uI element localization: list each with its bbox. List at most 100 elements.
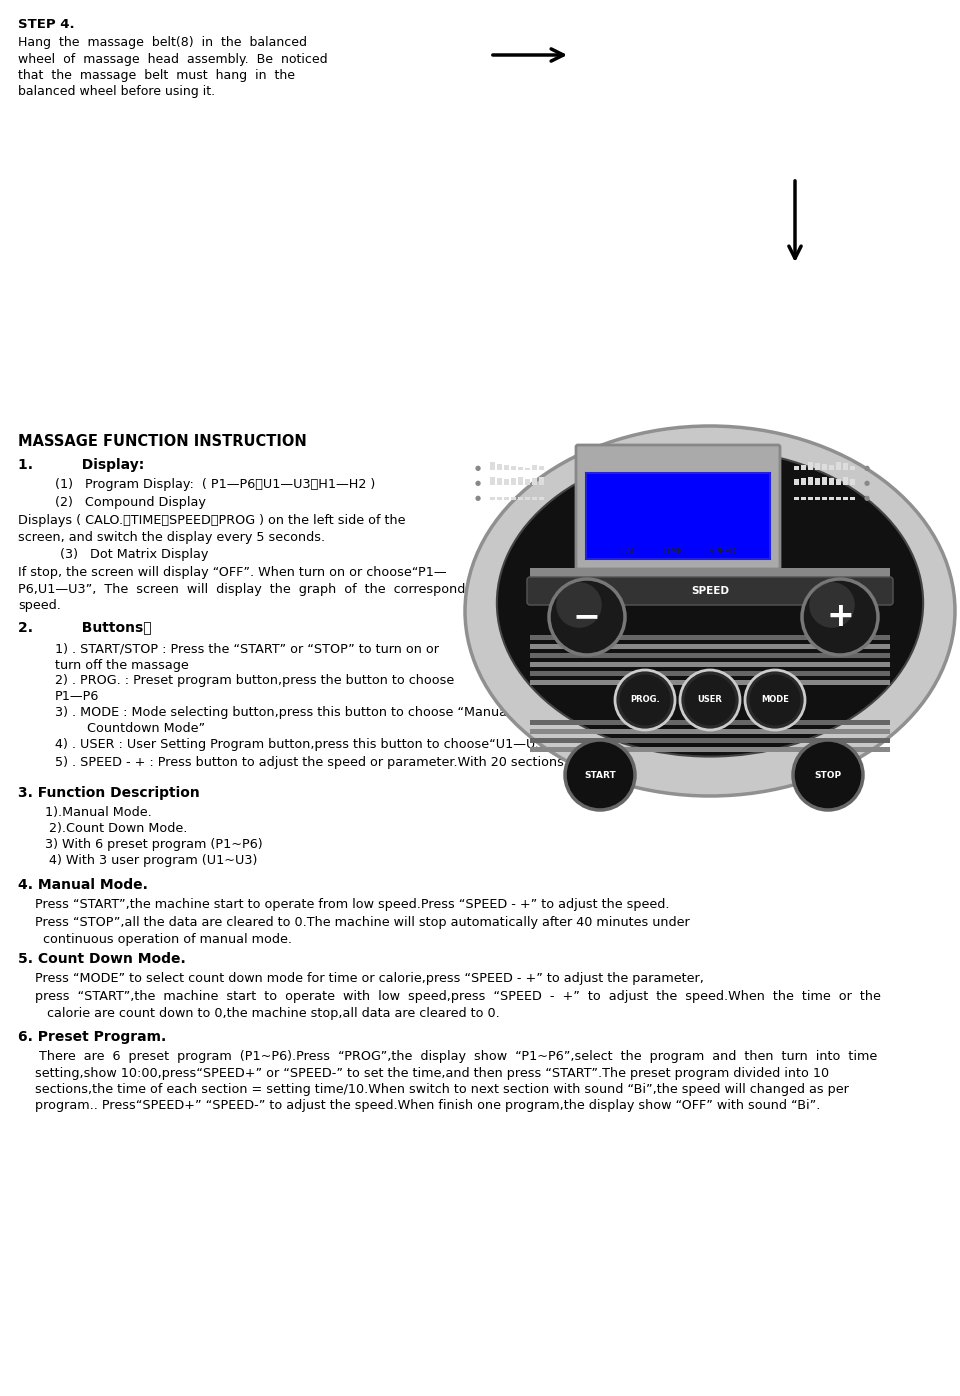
Bar: [497, 477, 502, 484]
Bar: [808, 497, 813, 500]
Bar: [801, 497, 806, 500]
Text: STEP 4.: STEP 4.: [18, 18, 75, 31]
Text: Press “MODE” to select count down mode for time or calorie,press “SPEED - +” to : Press “MODE” to select count down mode f…: [35, 972, 704, 986]
Bar: [511, 466, 516, 470]
Text: (3)   Dot Matrix Display: (3) Dot Matrix Display: [60, 549, 208, 561]
Bar: [530, 738, 890, 743]
FancyBboxPatch shape: [576, 445, 780, 570]
Bar: [829, 477, 834, 484]
Ellipse shape: [465, 426, 955, 796]
Bar: [815, 497, 820, 500]
Text: 1.          Display:: 1. Display:: [18, 458, 144, 472]
Bar: [801, 465, 806, 470]
Text: CAL          TIME          SPEED: CAL TIME SPEED: [620, 546, 736, 556]
Bar: [829, 497, 834, 500]
Circle shape: [802, 579, 878, 655]
Circle shape: [793, 740, 863, 810]
FancyBboxPatch shape: [586, 473, 770, 558]
Bar: [490, 497, 495, 500]
Bar: [511, 477, 516, 484]
Text: 6. Preset Program.: 6. Preset Program.: [18, 1030, 166, 1044]
FancyBboxPatch shape: [530, 568, 890, 579]
Text: If stop, the screen will display “OFF”. When turn on or choose“P1—
P6,U1—U3”,  T: If stop, the screen will display “OFF”. …: [18, 565, 485, 611]
Text: There  are  6  preset  program  (P1~P6).Press  “PROG”,the  display  show  “P1~P6: There are 6 preset program (P1~P6).Press…: [35, 1050, 877, 1113]
Text: ●: ●: [864, 480, 870, 486]
Text: ●: ●: [475, 496, 481, 501]
Bar: [850, 479, 855, 484]
Bar: [497, 463, 502, 470]
Bar: [525, 497, 530, 500]
Text: 4) With 3 user program (U1~U3): 4) With 3 user program (U1~U3): [45, 854, 257, 867]
Bar: [843, 463, 848, 470]
Bar: [539, 477, 544, 484]
Circle shape: [809, 582, 854, 628]
Bar: [801, 477, 806, 484]
Bar: [530, 729, 890, 734]
Bar: [539, 497, 544, 500]
Text: (1)   Program Display:  ( P1—P6、U1—U3、H1—H2 ): (1) Program Display: ( P1—P6、U1—U3、H1—H2…: [55, 477, 375, 491]
Circle shape: [680, 670, 740, 730]
Bar: [843, 497, 848, 500]
Circle shape: [619, 674, 670, 726]
Text: 2).Count Down Mode.: 2).Count Down Mode.: [45, 822, 187, 835]
Bar: [518, 497, 523, 500]
Text: USER: USER: [698, 695, 723, 705]
Text: SPEED: SPEED: [691, 586, 729, 596]
Text: ●: ●: [864, 465, 870, 470]
Bar: [836, 497, 841, 500]
Bar: [532, 465, 537, 470]
Bar: [808, 477, 813, 484]
Circle shape: [745, 670, 805, 730]
Bar: [850, 466, 855, 470]
Circle shape: [565, 740, 635, 810]
Bar: [532, 497, 537, 500]
Text: ●: ●: [475, 480, 481, 486]
Bar: [822, 497, 827, 500]
Text: ●: ●: [864, 496, 870, 501]
Bar: [822, 477, 827, 484]
Text: ●: ●: [475, 465, 481, 470]
Text: 3. Function Description: 3. Function Description: [18, 786, 200, 800]
Text: 5. Count Down Mode.: 5. Count Down Mode.: [18, 952, 185, 966]
Circle shape: [750, 674, 801, 726]
Text: 3) With 6 preset program (P1~P6): 3) With 6 preset program (P1~P6): [45, 838, 263, 852]
Bar: [794, 497, 799, 500]
Circle shape: [684, 674, 735, 726]
Bar: [532, 477, 537, 484]
FancyBboxPatch shape: [527, 577, 893, 604]
Bar: [525, 468, 530, 470]
Bar: [530, 747, 890, 752]
Bar: [530, 720, 890, 725]
Text: 4) . USER : User Setting Program button,press this button to choose“U1—U3”: 4) . USER : User Setting Program button,…: [55, 738, 550, 751]
Circle shape: [615, 670, 675, 730]
Text: MODE: MODE: [761, 695, 789, 705]
Bar: [518, 468, 523, 470]
Bar: [504, 465, 509, 470]
Text: START: START: [584, 771, 616, 779]
Text: Hang  the  massage  belt(8)  in  the  balanced
wheel  of  massage  head  assembl: Hang the massage belt(8) in the balanced…: [18, 36, 327, 99]
Bar: [525, 479, 530, 484]
Text: −: −: [573, 600, 601, 634]
Text: PROG.: PROG.: [630, 695, 660, 705]
Bar: [530, 635, 890, 639]
Bar: [530, 662, 890, 667]
Bar: [490, 477, 495, 484]
Bar: [850, 497, 855, 500]
Bar: [530, 653, 890, 658]
Bar: [530, 671, 890, 676]
Text: 4. Manual Mode.: 4. Manual Mode.: [18, 878, 148, 892]
Text: 5) . SPEED - + : Press button to adjust the speed or parameter.With 20 sections : 5) . SPEED - + : Press button to adjust …: [55, 757, 645, 769]
Bar: [504, 497, 509, 500]
Circle shape: [549, 579, 625, 655]
Text: 2) . PROG. : Preset program button,press the button to choose
P1—P6: 2) . PROG. : Preset program button,press…: [55, 674, 454, 704]
Bar: [843, 477, 848, 484]
Bar: [794, 479, 799, 484]
Bar: [518, 477, 523, 484]
Text: 3) . MODE : Mode selecting button,press this button to choose “Manual Mode”、“Tim: 3) . MODE : Mode selecting button,press …: [55, 706, 782, 736]
Text: +: +: [826, 600, 854, 634]
Bar: [794, 466, 799, 470]
Bar: [497, 497, 502, 500]
Text: 1) . START/STOP : Press the “START” or “STOP” to turn on or
turn off the massage: 1) . START/STOP : Press the “START” or “…: [55, 642, 439, 671]
Bar: [808, 462, 813, 470]
Bar: [836, 462, 841, 470]
